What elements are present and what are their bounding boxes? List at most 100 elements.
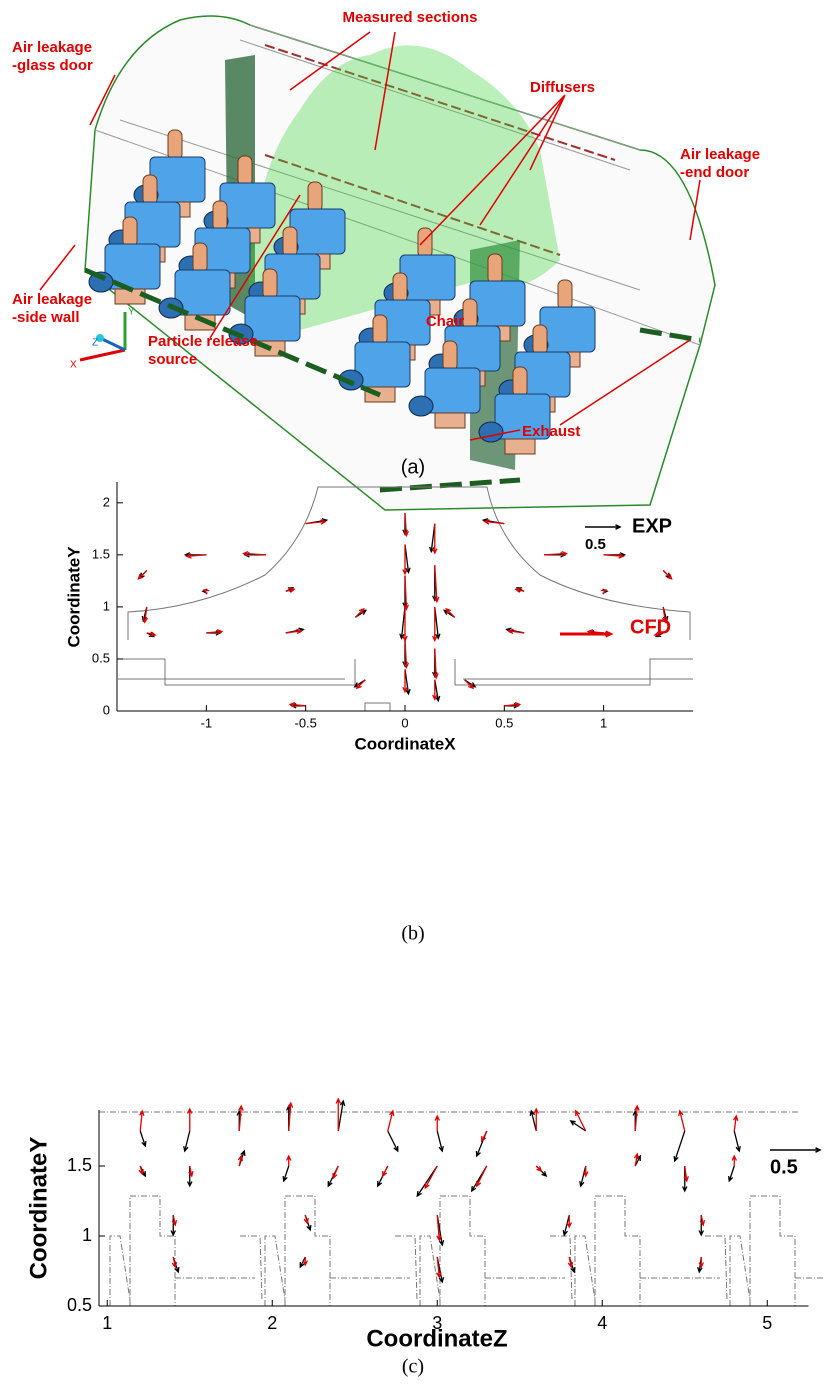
velocity-arrow bbox=[601, 590, 606, 594]
velocity-arrow bbox=[400, 607, 405, 639]
passenger bbox=[513, 367, 527, 397]
velocity-arrow bbox=[729, 1166, 735, 1181]
x-tick-label: 1 bbox=[600, 715, 607, 730]
cabin-render bbox=[40, 16, 715, 510]
passenger bbox=[308, 182, 322, 212]
caption: (a) bbox=[401, 456, 425, 478]
passenger bbox=[558, 280, 572, 310]
axis-label: Z bbox=[92, 338, 98, 349]
velocity-arrow bbox=[530, 1111, 536, 1131]
velocity-arrow bbox=[184, 1131, 190, 1151]
y-tick-label: 1 bbox=[82, 1225, 92, 1245]
figure: Measured sections Air leakage -glass doo… bbox=[0, 0, 825, 1385]
label-chair: Chair bbox=[426, 313, 465, 330]
axis-z bbox=[100, 338, 125, 350]
seat-profiles bbox=[110, 1196, 825, 1306]
reference-arrow bbox=[585, 525, 620, 529]
label-glass-door: -glass door bbox=[12, 57, 93, 74]
label-particle-source: source bbox=[148, 351, 197, 368]
label-measured-sections: Measured sections bbox=[342, 9, 477, 26]
y-axis-label: CoordinateY bbox=[25, 1137, 52, 1280]
y-tick-label: 0 bbox=[103, 702, 110, 717]
label-end-door: -end door bbox=[680, 164, 749, 181]
y-tick-label: 2 bbox=[103, 494, 110, 509]
passenger bbox=[488, 254, 502, 284]
velocity-arrow bbox=[477, 1166, 487, 1186]
velocity-arrow bbox=[580, 1166, 586, 1186]
reference-arrow bbox=[770, 1148, 820, 1152]
passenger bbox=[263, 269, 277, 299]
passenger bbox=[443, 341, 457, 371]
label-side-wall: Air leakage bbox=[12, 291, 92, 308]
seat-profile bbox=[265, 1196, 417, 1306]
seat-profile bbox=[420, 1196, 572, 1306]
leg bbox=[435, 413, 465, 428]
passenger bbox=[193, 243, 207, 273]
reference-label: 0.5 bbox=[770, 1156, 798, 1178]
y-tick-label: 1.5 bbox=[92, 546, 110, 561]
y-tick-label: 1 bbox=[103, 598, 110, 613]
passenger bbox=[283, 227, 297, 257]
velocity-arrow bbox=[188, 1109, 192, 1131]
leg bbox=[505, 439, 535, 454]
velocity-arrow bbox=[482, 1131, 487, 1141]
x-tick-label: 4 bbox=[597, 1313, 607, 1333]
velocity-arrow bbox=[733, 1116, 737, 1131]
axis-label: X bbox=[70, 360, 77, 371]
velocity-arrow bbox=[306, 520, 326, 524]
x-axis-label: CoordinateZ bbox=[366, 1325, 507, 1352]
passenger bbox=[168, 130, 182, 160]
label-exhaust: Exhaust bbox=[522, 423, 580, 440]
y-tick-label: 0.5 bbox=[67, 1295, 92, 1315]
passenger bbox=[418, 228, 432, 258]
label-particle-source: Particle release bbox=[148, 333, 258, 350]
passenger bbox=[123, 217, 137, 247]
seat-profile bbox=[110, 1196, 262, 1306]
velocity-arrow bbox=[286, 629, 301, 633]
legend-label: CFD bbox=[630, 616, 671, 638]
page: Measured sections Air leakage -glass doo… bbox=[0, 0, 825, 1385]
passenger bbox=[533, 325, 547, 355]
velocity-arrow bbox=[435, 607, 440, 639]
y-tick-label: 1.5 bbox=[67, 1155, 92, 1175]
reference-label: 0.5 bbox=[585, 536, 606, 553]
x-tick-label: -0.5 bbox=[294, 715, 316, 730]
velocity-arrow bbox=[304, 1215, 308, 1223]
label-end-door: Air leakage bbox=[680, 146, 760, 163]
velocity-arrow bbox=[509, 629, 524, 633]
axis-x bbox=[80, 350, 125, 360]
armrest bbox=[479, 422, 503, 442]
velocity-arrow bbox=[425, 1166, 437, 1188]
legend-label: EXP bbox=[632, 515, 672, 537]
velocity-arrow bbox=[388, 1131, 398, 1151]
y-axis-label: CoordinateY bbox=[64, 546, 83, 648]
seat-profile bbox=[575, 1196, 727, 1306]
axis-triad bbox=[80, 312, 125, 360]
x-tick-label: 0.5 bbox=[495, 715, 513, 730]
x-tick-label: 0 bbox=[401, 715, 408, 730]
velocity-arrow bbox=[140, 1111, 144, 1131]
velocity-arrow bbox=[485, 520, 505, 524]
velocity-arrow bbox=[143, 607, 147, 622]
x-tick-label: 2 bbox=[267, 1313, 277, 1333]
velocity-arrow bbox=[140, 1131, 146, 1146]
velocity-arrow bbox=[333, 1166, 338, 1178]
velocity-arrow bbox=[674, 1131, 685, 1161]
caption: (c) bbox=[402, 1356, 424, 1378]
velocity-arrow bbox=[734, 1131, 740, 1151]
passenger bbox=[463, 299, 477, 329]
velocity-arrow bbox=[138, 570, 146, 578]
y-tick-label: 0.5 bbox=[92, 650, 110, 665]
velocity-arrow bbox=[283, 1166, 289, 1181]
x-tick-label: 5 bbox=[762, 1313, 772, 1333]
velocity-arrow bbox=[355, 609, 363, 617]
label-diffusers: Diffusers bbox=[530, 79, 595, 96]
velocity-arrow bbox=[139, 1166, 143, 1174]
velocity-arrow bbox=[430, 524, 435, 552]
velocity-arrow bbox=[732, 1156, 736, 1166]
velocity-arrow bbox=[383, 1166, 388, 1176]
label-side-wall: -side wall bbox=[12, 309, 80, 326]
x-tick-label: -1 bbox=[201, 715, 213, 730]
velocity-arrow bbox=[435, 1116, 439, 1131]
velocity-arrow bbox=[437, 1131, 443, 1151]
